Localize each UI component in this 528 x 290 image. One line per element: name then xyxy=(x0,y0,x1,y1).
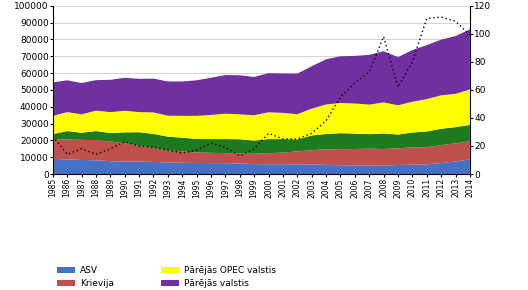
Legend: ASV, Krievija, Saūda Arābija, Pārējās OPEC valstis, Pārējās valstis, Brent nafta: ASV, Krievija, Saūda Arābija, Pārējās OP… xyxy=(58,266,331,290)
